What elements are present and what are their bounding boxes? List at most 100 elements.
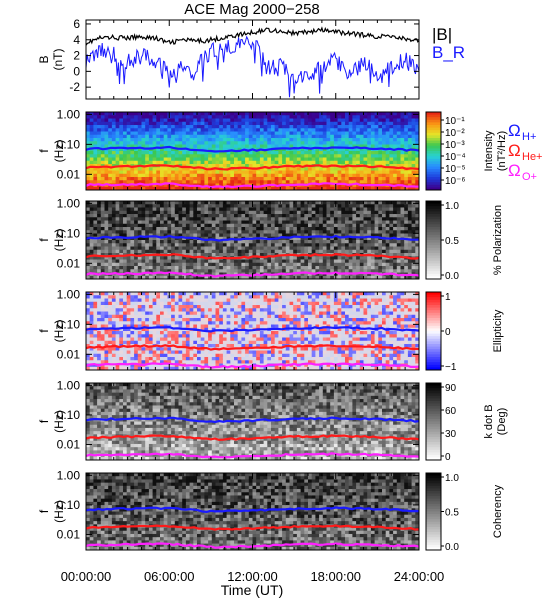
- spectrogram-cell: [115, 337, 120, 342]
- spectrogram-cell: [197, 138, 202, 142]
- spectrogram-cell: [385, 217, 390, 221]
- spectrogram-cell: [200, 272, 205, 277]
- spectrogram-cell: [204, 160, 209, 165]
- spectrogram-cell: [197, 259, 202, 264]
- spectrogram-cell: [337, 201, 342, 205]
- spectrogram-cell: [356, 220, 361, 225]
- spectrogram-cell: [256, 220, 261, 225]
- spectrogram-cell: [359, 220, 364, 225]
- spectrogram-cell: [315, 138, 320, 142]
- spectrogram-cell: [208, 186, 213, 191]
- spectrogram-cell: [237, 243, 242, 247]
- spectrogram-cell: [352, 154, 357, 158]
- spectrogram-cell: [89, 115, 94, 119]
- spectrogram-cell: [193, 269, 198, 273]
- spectrogram-cell: [400, 144, 405, 149]
- spectrogram-cell: [189, 160, 194, 165]
- spectrogram-cell: [141, 262, 146, 267]
- spectrogram-cell: [378, 151, 383, 155]
- spectrogram-cell: [163, 210, 168, 215]
- spectrogram-cell: [341, 256, 346, 260]
- spectrogram-cell: [263, 151, 268, 155]
- spectrogram-cell: [237, 220, 242, 225]
- spectrogram-cell: [182, 134, 187, 139]
- spectrogram-cell: [189, 167, 194, 171]
- spectrogram-cell: [285, 233, 290, 238]
- spectrogram-cell: [267, 275, 272, 280]
- spectrogram-cell: [137, 125, 142, 129]
- spectrogram-cell: [156, 220, 161, 225]
- spectrogram-cell: [219, 125, 224, 129]
- spectrogram-cell: [296, 115, 301, 119]
- spectrogram-cell: [204, 128, 209, 132]
- spectrogram-cell: [137, 157, 142, 162]
- spectrogram-cell: [330, 249, 335, 254]
- spectrogram-cell: [234, 128, 239, 132]
- spectrogram-cell: [111, 249, 116, 254]
- spectrogram-cell: [130, 186, 135, 191]
- spectrogram-cell: [304, 272, 309, 277]
- spectrogram-cell: [97, 230, 102, 234]
- spectrogram-cell: [393, 204, 398, 208]
- spectrogram-cell: [359, 147, 364, 152]
- spectrogram-cell: [341, 201, 346, 205]
- spectrogram-cell: [119, 177, 124, 181]
- spectrogram-cell: [234, 259, 239, 264]
- spectrogram-cell: [222, 233, 227, 238]
- spectrogram-cell: [185, 115, 190, 119]
- spectrogram-cell: [411, 118, 416, 123]
- spectrogram-cell: [126, 144, 131, 149]
- spectrogram-cell: [289, 180, 294, 184]
- spectrogram-cell: [285, 157, 290, 162]
- spectrogram-cell: [208, 180, 213, 184]
- spectrogram-cell: [171, 183, 176, 188]
- spectrogram-cell: [356, 138, 361, 142]
- spectrogram-cell: [89, 147, 94, 152]
- spectrogram-cell: [404, 249, 409, 254]
- spectrogram-cell: [259, 204, 264, 208]
- spectrogram-cell: [300, 230, 305, 234]
- spectrogram-cell: [104, 275, 109, 280]
- spectrogram-cell: [193, 118, 198, 123]
- spectrogram-cell: [241, 269, 246, 273]
- spectrogram-cell: [389, 266, 394, 270]
- spectrogram-cell: [156, 223, 161, 228]
- spectrogram-cell: [263, 243, 268, 247]
- spectrogram-cell: [385, 154, 390, 158]
- y-axis-unit: (Hz): [52, 229, 66, 252]
- spectrogram-cell: [282, 128, 287, 132]
- spectrogram-cell: [134, 154, 139, 158]
- spectrogram-cell: [396, 262, 401, 267]
- spectrogram-cell: [93, 210, 98, 215]
- spectrogram-cell: [167, 227, 172, 231]
- spectrogram-cell: [356, 214, 361, 218]
- spectrogram-cell: [393, 125, 398, 129]
- spectrogram-cell: [126, 305, 131, 309]
- spectrogram-cell: [126, 334, 131, 338]
- spectrogram-cell: [326, 275, 331, 280]
- spectrogram-cell: [178, 214, 183, 218]
- spectrogram-cell: [215, 141, 220, 145]
- spectrogram-cell: [337, 121, 342, 126]
- spectrogram-cell: [137, 138, 142, 142]
- spectrogram-cell: [171, 256, 176, 260]
- spectrogram-cell: [100, 112, 105, 116]
- spectrogram-cell: [167, 220, 172, 225]
- spectrogram-cell: [215, 214, 220, 218]
- spectrogram-cell: [104, 121, 109, 126]
- spectrogram-cell: [415, 230, 420, 234]
- spectrogram-cell: [356, 134, 361, 139]
- spectrogram-cell: [126, 308, 131, 312]
- spectrogram-cell: [352, 230, 357, 234]
- spectrogram-cell: [300, 147, 305, 152]
- spectrogram-cell: [333, 173, 338, 178]
- spectrogram-cell: [178, 256, 183, 260]
- spectrogram-cell: [248, 220, 253, 225]
- colorbar-step: [426, 201, 441, 204]
- spectrogram-cell: [123, 125, 128, 129]
- spectrogram-cell: [378, 144, 383, 149]
- spectrogram-cell: [337, 233, 342, 238]
- spectrogram-cell: [141, 157, 146, 162]
- spectrogram-cell: [163, 121, 168, 126]
- spectrogram-cell: [197, 167, 202, 171]
